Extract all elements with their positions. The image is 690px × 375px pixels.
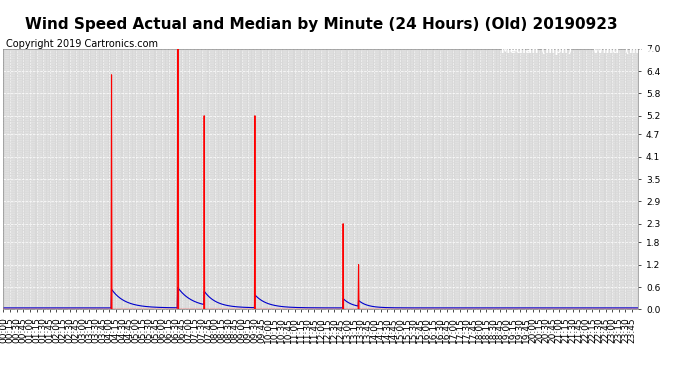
Text: Wind  (mph): Wind (mph) xyxy=(593,46,656,55)
Text: Median (mph): Median (mph) xyxy=(501,46,572,55)
Text: Wind Speed Actual and Median by Minute (24 Hours) (Old) 20190923: Wind Speed Actual and Median by Minute (… xyxy=(25,17,617,32)
Text: Copyright 2019 Cartronics.com: Copyright 2019 Cartronics.com xyxy=(6,39,157,50)
